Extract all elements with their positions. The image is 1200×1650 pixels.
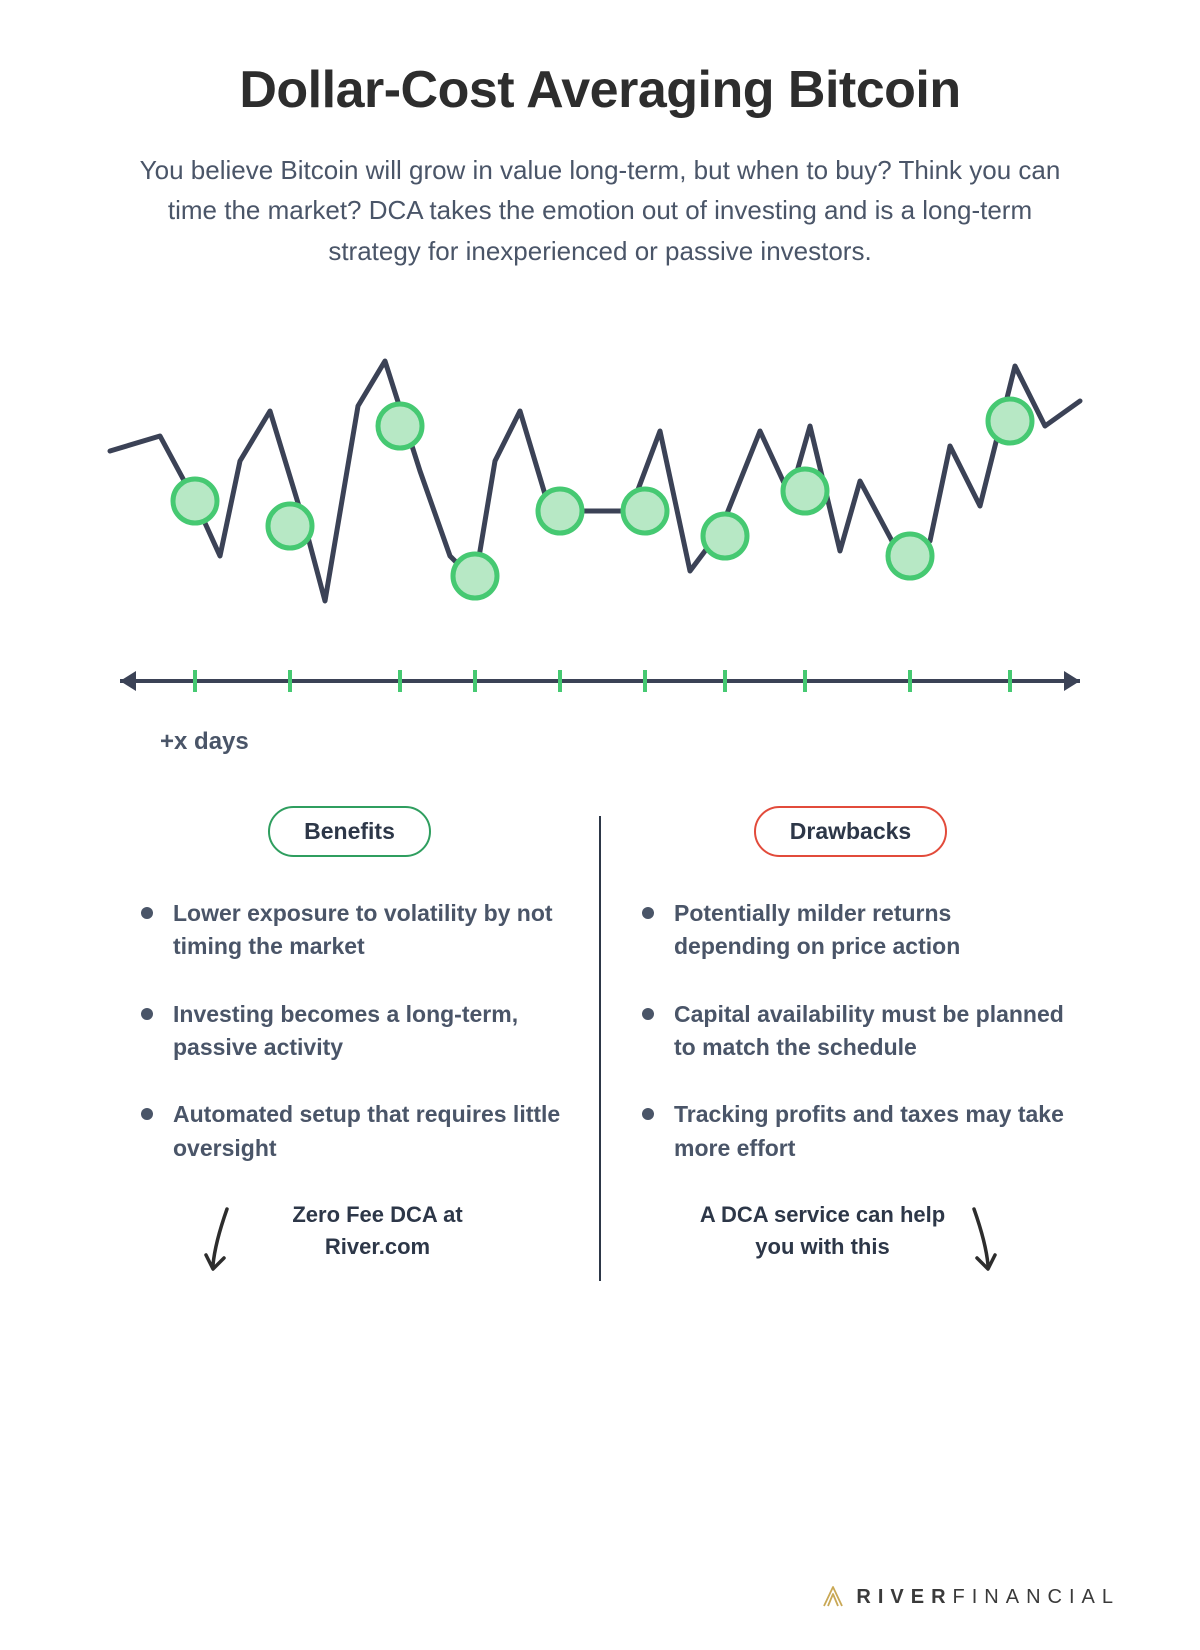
benefits-callout-text: Zero Fee DCA at River.com: [253, 1199, 503, 1263]
drawbacks-list: Potentially milder returns depending on …: [636, 897, 1065, 1165]
list-item: Tracking profits and taxes may take more…: [636, 1098, 1065, 1165]
drawbacks-column: Drawbacks Potentially milder returns dep…: [601, 806, 1100, 1281]
page-subtitle: You believe Bitcoin will grow in value l…: [130, 150, 1070, 271]
list-item: Lower exposure to volatility by not timi…: [135, 897, 564, 964]
arrow-down-left-icon: [197, 1203, 239, 1281]
footer-logo: RIVERFINANCIAL: [820, 1584, 1120, 1610]
list-item: Capital availability must be planned to …: [636, 998, 1065, 1065]
footer-brand-light: FINANCIAL: [953, 1586, 1120, 1608]
list-item: Potentially milder returns depending on …: [636, 897, 1065, 964]
benefits-callout: Zero Fee DCA at River.com: [135, 1199, 564, 1281]
benefits-column: Benefits Lower exposure to volatility by…: [100, 806, 599, 1281]
footer-brand-text: RIVERFINANCIAL: [856, 1586, 1120, 1609]
river-logo-icon: [820, 1584, 846, 1610]
drawbacks-pill: Drawbacks: [754, 806, 947, 857]
list-item: Investing becomes a long-term, passive a…: [135, 998, 564, 1065]
drawbacks-callout: A DCA service can help you with this: [636, 1199, 1065, 1281]
chart-svg: [100, 331, 1100, 711]
page-title: Dollar-Cost Averaging Bitcoin: [100, 60, 1100, 120]
drawbacks-callout-text: A DCA service can help you with this: [698, 1199, 948, 1263]
list-item: Automated setup that requires little ove…: [135, 1098, 564, 1165]
comparison-columns: Benefits Lower exposure to volatility by…: [100, 806, 1100, 1281]
arrow-down-right-icon: [962, 1203, 1004, 1281]
x-axis-label: +x days: [160, 728, 1100, 756]
benefits-pill: Benefits: [268, 806, 431, 857]
price-chart: +x days: [100, 331, 1100, 756]
footer-brand-bold: RIVER: [856, 1586, 952, 1608]
benefits-list: Lower exposure to volatility by not timi…: [135, 897, 564, 1165]
